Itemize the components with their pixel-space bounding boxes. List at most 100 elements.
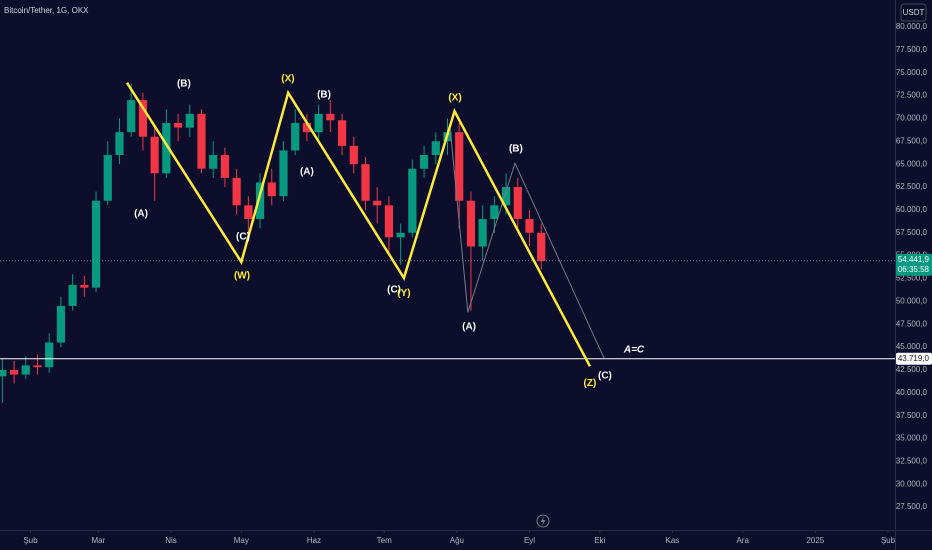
wave-label: (A) — [300, 167, 314, 178]
candle-body — [232, 177, 241, 206]
candle-body — [337, 120, 347, 146]
candle-body — [173, 123, 183, 128]
candle-body — [9, 369, 19, 375]
price-tag — [896, 253, 932, 276]
x-tick-label: Eki — [594, 536, 605, 545]
candle-body — [138, 100, 148, 137]
wave-label: (C) — [387, 285, 401, 296]
candle-body — [490, 205, 499, 220]
y-tick-label: 67.500,0 — [896, 136, 928, 145]
y-tick-label: 80.000,0 — [896, 22, 928, 31]
y-tick-label: 65.000,0 — [896, 159, 928, 168]
plot-area: (A)(B)(C)(W)(X)(B)(A)(C)(Y)(X)(B)(A)(C)(… — [0, 74, 895, 403]
y-tick-label: 50.000,0 — [896, 296, 928, 305]
candle-body — [349, 145, 358, 165]
candle-body — [220, 155, 230, 178]
currency-label[interactable]: USDT — [903, 8, 925, 17]
candle-body — [291, 123, 300, 151]
candle-body — [501, 187, 511, 206]
x-tick-label: Şub — [881, 536, 896, 545]
x-tick-label: Şub — [23, 536, 38, 545]
y-tick-label: 57.500,0 — [896, 228, 928, 237]
candle-body — [478, 219, 487, 247]
y-tick-label: 37.500,0 — [896, 411, 928, 420]
y-tick-label: 60.000,0 — [896, 205, 928, 214]
y-tick-label: 72.500,0 — [896, 91, 928, 100]
level-tag — [896, 352, 932, 365]
wave-label: (A) — [462, 322, 476, 333]
wave-label: (Y) — [397, 288, 410, 299]
x-tick-label: Ara — [736, 536, 749, 545]
x-tick-label: Tem — [377, 536, 392, 545]
candle-body — [185, 113, 194, 128]
wave-label: (X) — [448, 93, 461, 104]
wave-label: (X) — [281, 74, 294, 85]
candle-body — [455, 132, 464, 201]
candle-body — [408, 168, 417, 233]
candle-body — [56, 305, 66, 343]
wave-label: (B) — [509, 144, 523, 155]
y-tick-label: 75.000,0 — [896, 68, 928, 77]
wave-label: A=C — [623, 345, 645, 356]
candle-body — [33, 365, 42, 368]
candle-body — [127, 100, 136, 133]
x-tick-label: 2025 — [806, 536, 824, 545]
candle-body — [419, 155, 429, 169]
candle-body — [244, 205, 253, 220]
x-tick-label: Nis — [165, 536, 177, 545]
y-tick-label: 52.500,0 — [896, 274, 928, 283]
candle-body — [103, 155, 112, 201]
candle-body — [21, 365, 30, 375]
candle-body — [314, 113, 323, 133]
x-tick-label: Mar — [92, 536, 106, 545]
candle-body — [302, 123, 312, 133]
x-tick-label: May — [234, 536, 249, 545]
candle-body — [267, 182, 276, 197]
y-tick-label: 27.500,0 — [896, 502, 928, 511]
wave-line — [125, 82, 592, 367]
wave-label: (W) — [234, 271, 250, 282]
candle-body — [326, 113, 335, 121]
wave-label: (C) — [236, 232, 250, 243]
wave-label: (B) — [177, 79, 191, 90]
y-tick-label: 47.500,0 — [896, 319, 928, 328]
candle-body — [537, 232, 546, 262]
y-tick-label: 62.500,0 — [896, 182, 928, 191]
y-tick-label: 70.000,0 — [896, 114, 928, 123]
candle-body — [209, 155, 218, 169]
candle-body — [197, 113, 206, 169]
candle-body — [68, 284, 77, 306]
candle-body — [162, 123, 171, 174]
candle-body — [45, 342, 54, 368]
wave-line — [449, 127, 605, 359]
currency-button[interactable] — [900, 3, 927, 22]
y-tick-label: 45.000,0 — [896, 342, 928, 351]
candle-body — [255, 182, 265, 220]
lightning-icon[interactable] — [536, 514, 550, 528]
y-tick-label: 35.000,0 — [896, 434, 928, 443]
y-tick-label: 42.500,0 — [896, 365, 928, 374]
wave-label: (Z) — [584, 378, 597, 389]
wave-label: (C) — [598, 371, 612, 382]
candle-body — [80, 284, 89, 288]
y-tick-label: 32.500,0 — [896, 457, 928, 466]
wave-label: (B) — [317, 90, 331, 101]
wave-label: (A) — [134, 209, 148, 220]
candle-body — [279, 150, 288, 197]
y-tick-label: 40.000,0 — [896, 388, 928, 397]
x-tick-label: Eyl — [524, 536, 535, 545]
candle-body — [431, 141, 440, 156]
candle-body — [115, 132, 124, 156]
level-label: 43.719,0 — [898, 354, 930, 363]
chart-title: Bitcoin/Tether, 1G, OKX — [4, 6, 89, 15]
x-tick-label: Haz — [307, 536, 321, 545]
candle-body — [361, 164, 370, 201]
candle-body — [0, 369, 7, 377]
candle-body — [91, 200, 101, 288]
x-tick-label: Kas — [666, 536, 680, 545]
candle-body — [466, 200, 476, 247]
y-tick-label: 30.000,0 — [896, 479, 928, 488]
